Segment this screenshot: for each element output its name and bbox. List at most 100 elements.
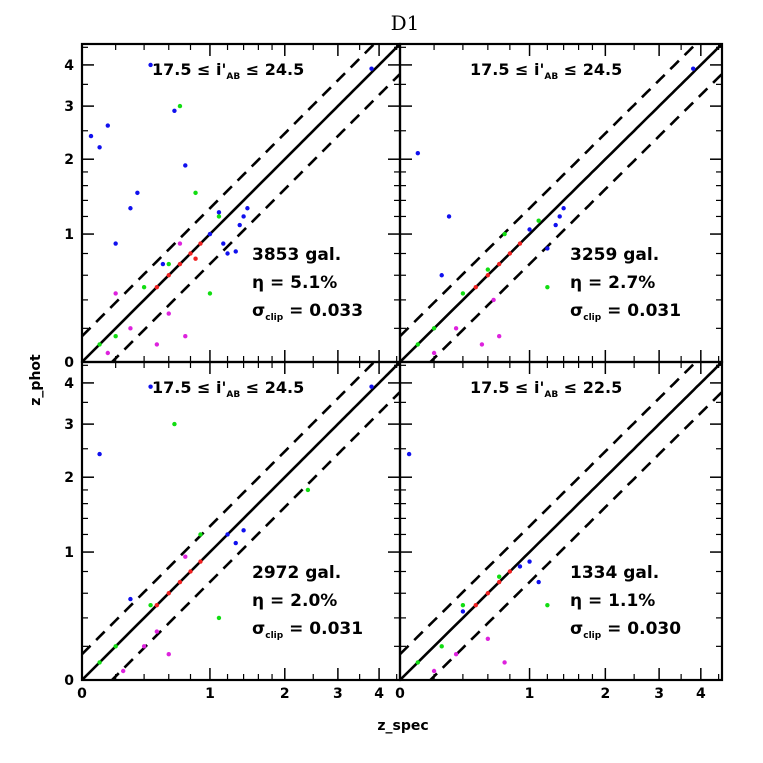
point-series0 bbox=[561, 206, 566, 211]
point-series1 bbox=[545, 602, 550, 608]
point-series3 bbox=[496, 261, 502, 267]
point-series1 bbox=[431, 326, 437, 331]
point-series1 bbox=[97, 660, 102, 665]
point-series1 bbox=[166, 261, 171, 267]
point-series1 bbox=[415, 342, 421, 347]
stat-galaxy-count: 1334 gal. bbox=[570, 563, 659, 583]
figure-title: D1 bbox=[391, 11, 420, 35]
point-series0 bbox=[225, 251, 230, 256]
point-series2 bbox=[154, 342, 160, 347]
lower-outlier-line bbox=[428, 391, 722, 680]
point-series1 bbox=[97, 342, 102, 347]
point-series0 bbox=[527, 559, 532, 564]
point-series0 bbox=[460, 609, 466, 614]
point-series3 bbox=[193, 256, 198, 261]
point-series2 bbox=[491, 297, 496, 303]
point-series3 bbox=[517, 241, 523, 246]
plot-area bbox=[400, 362, 722, 680]
point-series3 bbox=[496, 579, 502, 585]
y-tick-label: 2 bbox=[64, 152, 74, 168]
y-tick-label: 0 bbox=[64, 673, 74, 689]
stat-galaxy-count: 3259 gal. bbox=[570, 245, 659, 265]
point-series2 bbox=[431, 350, 437, 356]
point-series2 bbox=[141, 644, 147, 649]
point-series3 bbox=[198, 559, 203, 564]
point-series1 bbox=[460, 291, 466, 296]
point-series0 bbox=[160, 261, 166, 267]
identity-line bbox=[400, 362, 722, 680]
point-series2 bbox=[502, 660, 507, 665]
identity-line bbox=[82, 362, 400, 680]
point-series3 bbox=[166, 591, 171, 596]
point-series2 bbox=[485, 636, 491, 642]
stat-sigma: σclip = 0.030 bbox=[570, 619, 681, 641]
lower-outlier-line bbox=[110, 73, 400, 362]
stat-sigma: σclip = 0.031 bbox=[252, 619, 363, 641]
point-series0 bbox=[369, 384, 374, 389]
upper-outlier-line bbox=[400, 44, 698, 338]
plot-area bbox=[82, 362, 400, 680]
point-series2 bbox=[479, 342, 485, 347]
point-series3 bbox=[154, 284, 160, 290]
point-series0 bbox=[172, 108, 177, 113]
y-tick-label: 2 bbox=[64, 470, 74, 486]
y-tick-label: 3 bbox=[64, 417, 74, 433]
x-tick-label: 0 bbox=[77, 686, 87, 702]
point-series1 bbox=[177, 103, 183, 109]
point-series0 bbox=[128, 206, 133, 211]
point-series0 bbox=[406, 451, 412, 457]
point-series0 bbox=[233, 540, 238, 546]
point-series3 bbox=[177, 579, 183, 585]
y-tick-label: 0 bbox=[64, 355, 74, 371]
point-series1 bbox=[193, 190, 198, 196]
point-series1 bbox=[305, 487, 311, 493]
y-axis-label: z_phot bbox=[28, 354, 44, 406]
point-series2 bbox=[128, 326, 133, 331]
point-series0 bbox=[135, 190, 140, 196]
point-series2 bbox=[496, 334, 502, 339]
point-series0 bbox=[241, 214, 246, 219]
point-series1 bbox=[207, 291, 213, 296]
point-series0 bbox=[207, 231, 213, 237]
point-series3 bbox=[198, 241, 203, 246]
panel-title: 17.5 ≤ i'AB ≤ 22.5 bbox=[470, 378, 622, 400]
point-series0 bbox=[369, 66, 374, 71]
point-series0 bbox=[517, 564, 523, 569]
upper-outlier-line bbox=[82, 44, 377, 338]
point-series0 bbox=[233, 249, 238, 254]
x-tick-label: 0 bbox=[395, 686, 405, 702]
point-series0 bbox=[148, 384, 153, 389]
upper-outlier-line bbox=[400, 362, 698, 656]
x-tick-label: 4 bbox=[374, 686, 384, 702]
point-series3 bbox=[166, 273, 171, 278]
point-series1 bbox=[113, 334, 118, 339]
panel-title: 17.5 ≤ i'AB ≤ 24.5 bbox=[152, 60, 304, 82]
plot-area bbox=[82, 44, 400, 362]
panel-title: 17.5 ≤ i'AB ≤ 24.5 bbox=[152, 378, 304, 400]
stat-eta: η = 1.1% bbox=[570, 591, 655, 611]
point-series0 bbox=[225, 532, 230, 537]
point-series1 bbox=[460, 602, 466, 608]
point-series2 bbox=[105, 350, 110, 356]
x-tick-label: 4 bbox=[696, 686, 706, 702]
x-tick-label: 2 bbox=[600, 686, 610, 702]
point-series0 bbox=[113, 241, 118, 246]
x-tick-label: 3 bbox=[654, 686, 664, 702]
point-series0 bbox=[97, 451, 102, 457]
point-series2 bbox=[177, 241, 183, 246]
x-tick-label: 2 bbox=[280, 686, 290, 702]
stat-galaxy-count: 2972 gal. bbox=[252, 563, 341, 583]
point-series0 bbox=[128, 596, 133, 602]
point-series1 bbox=[141, 284, 147, 290]
point-series0 bbox=[439, 273, 444, 278]
x-tick-label: 1 bbox=[205, 686, 215, 702]
point-series0 bbox=[237, 222, 242, 228]
panel-top-left: 0 1 2 3 4 17.5 ≤ i'AB ≤ 24.5 3853 gal. η = 5.1%… bbox=[64, 42, 402, 371]
stat-sigma: σclip = 0.033 bbox=[252, 301, 363, 323]
point-series3 bbox=[485, 591, 491, 596]
point-series0 bbox=[241, 528, 246, 533]
x-tick-label: 1 bbox=[525, 686, 535, 702]
point-series3 bbox=[177, 261, 183, 267]
panel-frame bbox=[398, 360, 724, 682]
